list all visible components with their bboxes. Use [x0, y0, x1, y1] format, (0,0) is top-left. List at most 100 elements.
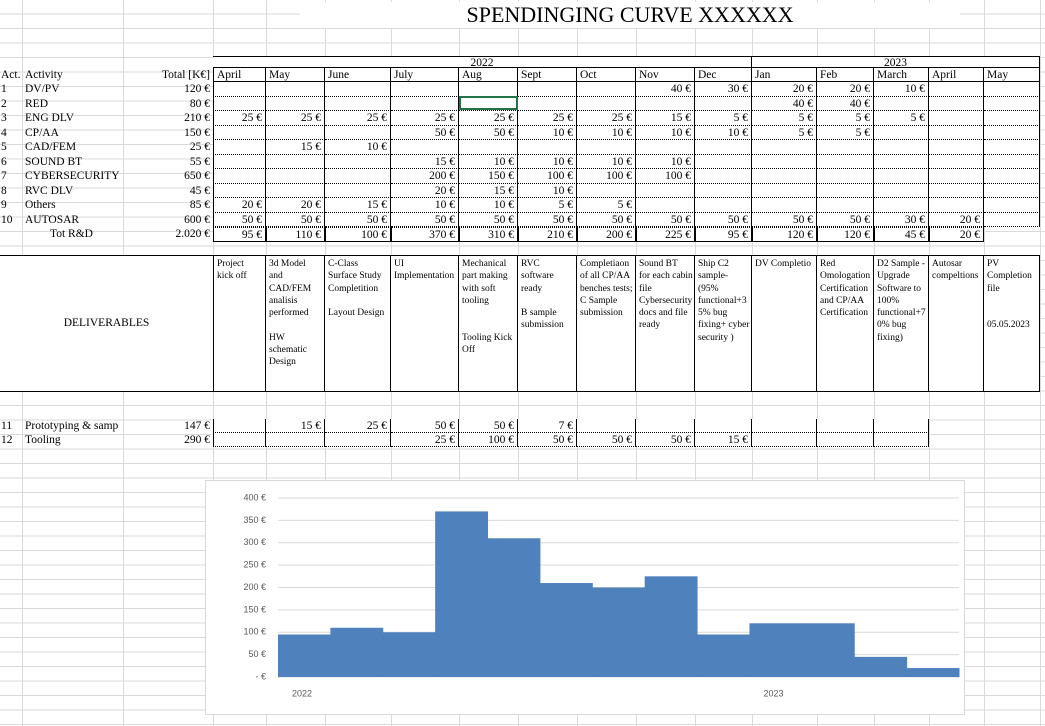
amount-cell: 10 €: [325, 140, 391, 155]
selected-cell[interactable]: [459, 96, 518, 110]
row-total: 25 €: [189, 141, 210, 153]
row-total: 147 €: [184, 420, 210, 432]
amount-cell: 10 €: [459, 198, 518, 213]
amount-cell: [391, 140, 459, 155]
amount-cell: 20 €: [213, 198, 266, 213]
y-tick-label: 150 €: [243, 604, 266, 614]
amount-cell: 100 €: [577, 169, 636, 184]
amount-cell: 20 €: [752, 82, 817, 97]
amount-cell: [213, 419, 266, 433]
month-header: March: [874, 68, 929, 82]
amount-cell: [817, 198, 874, 213]
amount-cell: 50 €: [213, 212, 266, 227]
amount-cell: [325, 183, 391, 198]
amount-cell: [752, 198, 817, 213]
deliverable: PV Completion file 05.05.2023: [984, 256, 1040, 391]
amount-cell: 50 €: [459, 125, 518, 140]
amount-cell: [325, 154, 391, 169]
amount-cell: [752, 183, 817, 198]
header-total: Total [K€]: [161, 69, 210, 81]
amount-cell: 50 €: [391, 125, 459, 140]
amount-cell: 40 €: [817, 96, 874, 111]
amount-cell: [984, 125, 1040, 140]
deliverable: DV Completio: [752, 256, 817, 391]
sheet-gridline: [1040, 0, 1041, 726]
amount-cell: 50 €: [391, 212, 459, 227]
amount-cell: [874, 198, 929, 213]
amount-cell: 50 €: [518, 433, 577, 447]
deliverable: 3d Model and CAD/FEM analisis performed …: [266, 256, 325, 391]
amount-cell: [817, 169, 874, 184]
amount-cell: [984, 154, 1040, 169]
sheet-title: SPENDINGING CURVE XXXXXX: [300, 2, 960, 28]
month-header: Jan: [752, 68, 817, 82]
activity-name: AUTOSAR: [25, 213, 80, 226]
amount-cell: [636, 419, 695, 433]
amount-cell: [929, 154, 984, 169]
amount-cell: [577, 82, 636, 97]
year-header: 2022: [213, 56, 752, 68]
month-header: May: [984, 68, 1040, 82]
activity-name: Prototyping & samp: [25, 420, 119, 432]
activity-name: Tooling: [25, 434, 61, 446]
row-total: 600 €: [184, 213, 210, 226]
deliverables-box: [0, 255, 1040, 392]
amount-cell: [391, 96, 459, 111]
total-cell: 20 €: [929, 227, 984, 242]
amount-cell: 50 €: [518, 212, 577, 227]
amount-cell: 10 €: [391, 198, 459, 213]
amount-cell: [752, 140, 817, 155]
amount-cell: [518, 140, 577, 155]
total-label: Tot R&D: [50, 228, 93, 240]
activity-name: ENG DLV: [25, 112, 75, 124]
amount-cell: [695, 183, 752, 198]
deliverables-label: DELIVERABLES: [63, 317, 150, 329]
y-tick-label: 100 €: [243, 627, 266, 637]
amount-cell: 25 €: [459, 111, 518, 126]
row-total: 150 €: [184, 126, 210, 139]
amount-cell: 20 €: [266, 198, 325, 213]
bar: [697, 634, 750, 677]
amount-cell: [929, 82, 984, 97]
amount-cell: 50 €: [391, 419, 459, 433]
total-cell: 95 €: [695, 227, 752, 242]
amount-cell: [213, 433, 266, 447]
deliverable: Completiaon of all CP/AA benches tests; …: [577, 256, 636, 391]
amount-cell: [391, 82, 459, 97]
amount-cell: [984, 96, 1040, 111]
amount-cell: 150 €: [459, 169, 518, 184]
amount-cell: [325, 125, 391, 140]
amount-cell: 7 €: [518, 419, 577, 433]
total-cell: 120 €: [752, 227, 817, 242]
month-header: June: [325, 68, 391, 82]
amount-cell: [695, 169, 752, 184]
amount-cell: 50 €: [636, 433, 695, 447]
act-number: 4: [1, 126, 7, 139]
amount-cell: [874, 96, 929, 111]
amount-cell: 25 €: [325, 419, 391, 433]
amount-cell: [325, 169, 391, 184]
amount-cell: 10 €: [577, 125, 636, 140]
amount-cell: [695, 198, 752, 213]
amount-cell: [817, 140, 874, 155]
amount-cell: 50 €: [577, 433, 636, 447]
amount-cell: [266, 169, 325, 184]
amount-cell: 15 €: [325, 198, 391, 213]
amount-cell: [752, 433, 817, 447]
act-number: 11: [1, 420, 13, 432]
amount-cell: [874, 154, 929, 169]
total-cell: 200 €: [577, 227, 636, 242]
amount-cell: 50 €: [459, 419, 518, 433]
bar: [749, 623, 803, 677]
spending-chart: - € 50 € 100 € 150 € 200 € 250 € 300 € 350 € 400…: [205, 480, 965, 715]
amount-cell: [636, 96, 695, 111]
amount-cell: [325, 96, 391, 111]
total-cell: 310 €: [459, 227, 518, 242]
amount-cell: 10 €: [874, 82, 929, 97]
amount-cell: [266, 125, 325, 140]
amount-cell: [929, 125, 984, 140]
amount-cell: [984, 169, 1040, 184]
deliverable: Sound BT for each cabin file Cybersecuri…: [636, 256, 695, 391]
row-total: 210 €: [184, 112, 210, 124]
amount-cell: [325, 82, 391, 97]
